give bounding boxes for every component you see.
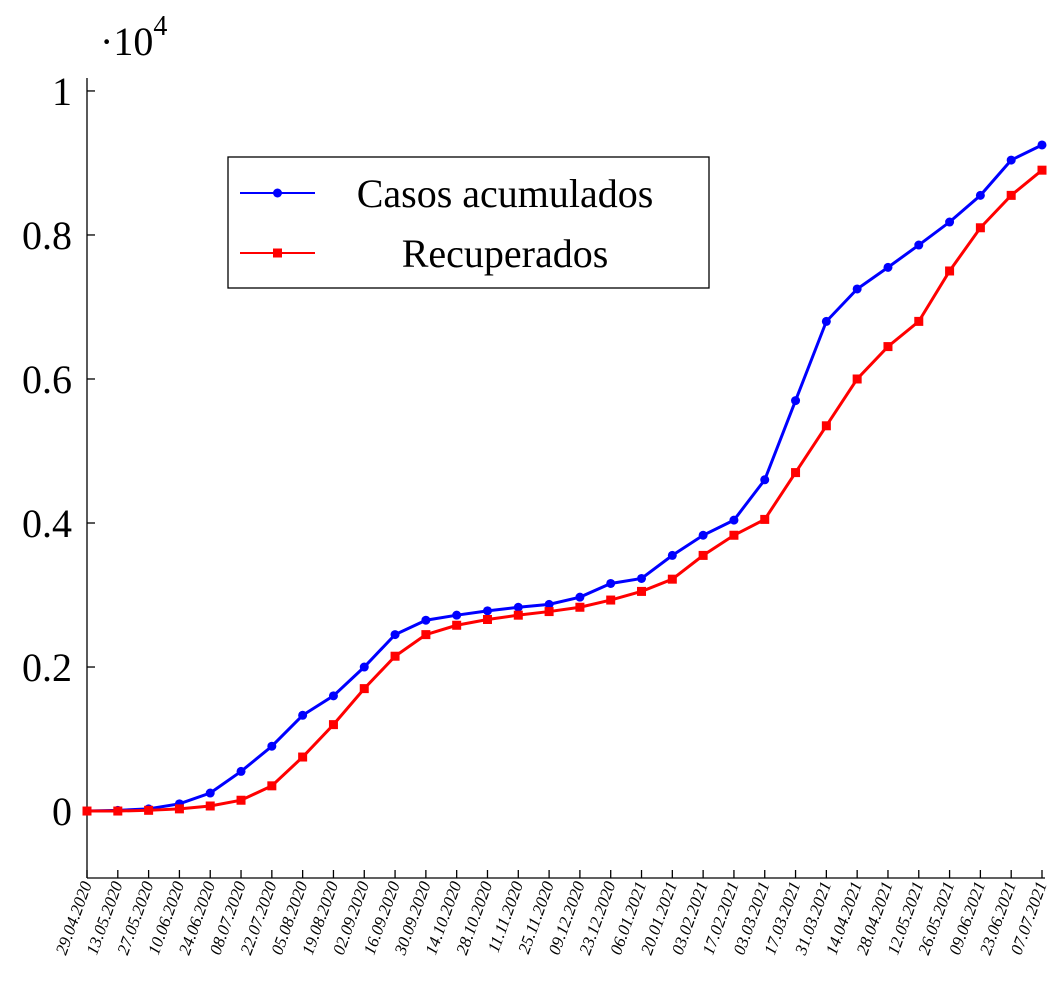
data-point	[883, 342, 893, 352]
data-point	[945, 217, 955, 227]
y-tick-label: 0.4	[22, 501, 72, 546]
data-point	[513, 602, 523, 612]
data-point	[359, 684, 369, 694]
data-point	[298, 752, 308, 762]
y-tick-label: 0.6	[22, 357, 72, 402]
data-point	[390, 630, 400, 640]
legend-marker	[273, 188, 282, 198]
data-point	[637, 573, 647, 583]
legend-label: Casos acumulados	[357, 171, 654, 216]
data-point	[174, 804, 184, 814]
data-point	[575, 602, 585, 612]
data-point	[113, 806, 123, 816]
data-point	[698, 550, 708, 560]
data-point	[606, 578, 616, 588]
data-point	[452, 620, 462, 630]
data-point	[359, 662, 369, 672]
data-point	[482, 606, 492, 616]
series-line	[87, 169, 1043, 813]
y-multiplier-base: ·10	[100, 19, 153, 64]
data-point	[82, 806, 92, 816]
data-point	[452, 610, 462, 620]
data-point	[975, 190, 985, 200]
data-point	[975, 223, 985, 233]
data-point	[791, 396, 801, 406]
data-point	[791, 468, 801, 478]
y-tick-label: 0	[52, 789, 72, 834]
data-point	[821, 421, 831, 431]
y-tick-label: 1	[52, 69, 72, 114]
data-point	[236, 766, 246, 776]
data-point	[421, 615, 431, 625]
data-point	[1006, 155, 1016, 165]
data-point	[729, 530, 739, 540]
legend-box	[227, 156, 710, 289]
data-point	[883, 262, 893, 272]
data-point	[390, 651, 400, 661]
series-line	[86, 143, 1043, 813]
legend-marker	[273, 248, 282, 258]
data-point	[729, 515, 739, 525]
data-point	[328, 720, 338, 730]
legend-label: Recuperados	[402, 231, 609, 276]
data-point	[852, 284, 862, 294]
data-point	[298, 710, 308, 720]
y-tick-label: 0.2	[22, 645, 72, 690]
data-point	[1037, 140, 1047, 150]
data-point	[945, 266, 955, 276]
y-multiplier-exp: 4	[153, 11, 167, 42]
data-point	[544, 599, 554, 609]
data-point	[544, 607, 554, 617]
data-point	[236, 795, 246, 805]
data-point	[1006, 190, 1016, 200]
data-point	[1037, 165, 1047, 175]
data-point	[421, 630, 431, 640]
data-point	[328, 691, 338, 701]
data-point	[914, 240, 924, 250]
data-point	[205, 801, 215, 811]
y-multiplier: ·104	[100, 11, 167, 64]
data-point	[667, 550, 677, 560]
data-point	[914, 316, 924, 326]
data-point	[144, 805, 154, 815]
data-point	[482, 614, 492, 624]
data-point	[698, 530, 708, 540]
data-point	[267, 781, 277, 791]
data-point	[760, 514, 770, 524]
data-point	[575, 592, 585, 602]
data-point	[852, 374, 862, 384]
data-point	[637, 586, 647, 596]
data-point	[821, 316, 831, 326]
data-point	[267, 741, 277, 751]
data-point	[513, 610, 523, 620]
data-point	[606, 595, 616, 605]
data-point	[760, 475, 770, 485]
data-point	[667, 574, 677, 584]
data-point	[205, 788, 215, 798]
y-tick-label: 0.8	[22, 213, 72, 258]
